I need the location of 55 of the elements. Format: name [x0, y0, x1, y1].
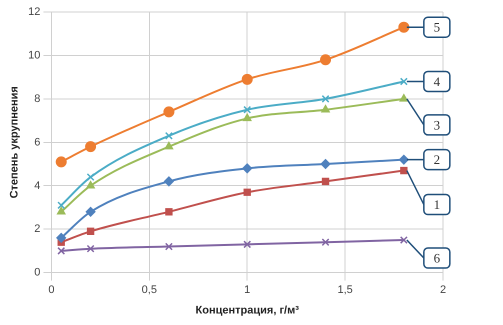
point: [164, 176, 174, 186]
text: 3: [434, 117, 440, 132]
x-tick-label: 2: [440, 284, 446, 296]
x-tick-label: 1: [244, 284, 250, 296]
point: [320, 54, 332, 66]
point: [400, 78, 408, 86]
text: 6: [434, 250, 441, 266]
y-tick-label: 2: [34, 223, 40, 236]
point: [57, 246, 66, 255]
point: [398, 22, 410, 33]
y-tick-label: 8: [34, 92, 40, 105]
point: [56, 232, 66, 243]
point: [322, 94, 330, 103]
point: [86, 228, 94, 236]
x-tick-label: 0: [48, 284, 54, 296]
point: [86, 173, 95, 181]
x-tick-label: 0,5: [142, 284, 157, 296]
point: [398, 154, 409, 165]
point: [242, 113, 252, 122]
y-tick-label: 10: [28, 49, 40, 62]
point: [163, 106, 174, 118]
series-label: 2: [434, 152, 440, 168]
point: [165, 208, 173, 216]
text: 1: [434, 196, 440, 212]
point: [56, 206, 66, 215]
point: [164, 132, 173, 140]
point: [320, 159, 331, 170]
point: [321, 104, 330, 112]
point: [164, 242, 173, 250]
point: [86, 206, 96, 217]
text: 4: [434, 74, 441, 89]
y-tick-label: 0: [34, 266, 40, 279]
point: [164, 142, 174, 150]
point: [85, 141, 96, 152]
point: [86, 180, 95, 188]
point: [322, 178, 330, 186]
point: [322, 238, 330, 246]
point: [243, 106, 252, 114]
point: [56, 156, 67, 168]
point: [243, 240, 252, 248]
point: [400, 236, 408, 244]
series-label: 5: [434, 20, 440, 35]
point: [244, 188, 251, 196]
point: [400, 166, 408, 174]
y-axis-title: Степень укрупнения: [8, 86, 21, 198]
point: [57, 201, 66, 210]
point: [242, 74, 253, 85]
point: [86, 244, 95, 253]
point: [399, 94, 408, 102]
x-axis-title: Концентрация, г/м³: [196, 304, 300, 316]
y-tick-label: 6: [34, 136, 40, 148]
point: [242, 163, 252, 174]
x-tick-label: 1,5: [337, 284, 353, 296]
y-tick-label: 4: [34, 180, 40, 192]
y-tick-label: 12: [28, 6, 40, 18]
